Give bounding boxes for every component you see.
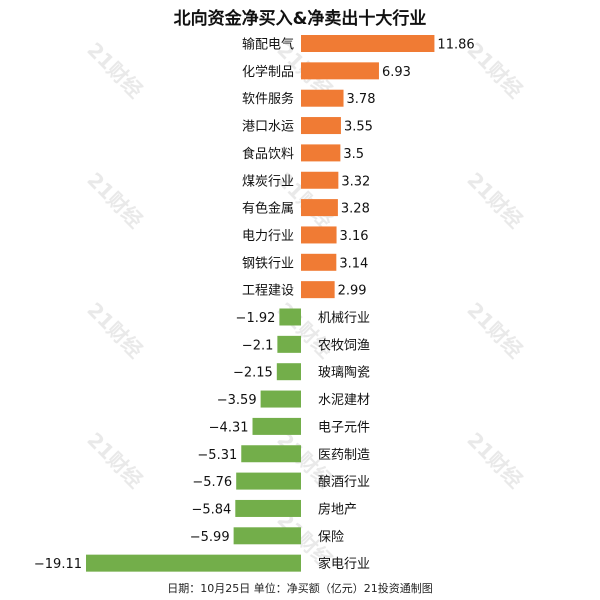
bar-19 [86,554,301,572]
bar-6 [301,199,338,217]
bar-8 [301,253,337,271]
bar-1 [301,62,379,80]
value-label-6: 3.28 [341,202,370,217]
bar-4 [301,144,341,162]
value-label-12: −2.15 [233,366,273,381]
bar-14 [252,417,301,435]
chart-title: 北向资金净买入&净卖出十大行业 [173,9,427,29]
value-label-7: 3.16 [340,229,369,244]
category-label-10: 机械行业 [318,311,370,326]
value-label-9: 2.99 [338,284,367,299]
category-label-17: 房地产 [318,501,357,517]
value-label-15: −5.31 [197,448,237,463]
category-label-18: 保险 [318,530,344,545]
category-label-5: 煤炭行业 [242,174,294,189]
bar-11 [277,335,301,353]
category-label-4: 食品饮料 [242,146,294,162]
value-label-5: 3.32 [341,174,370,189]
value-label-16: −5.76 [192,475,232,490]
watermark-11: 21财经 [462,428,527,493]
bar-12 [276,363,301,381]
bar-9 [301,281,335,299]
bar-10 [279,308,301,326]
bar-13 [260,390,301,408]
watermark-3: 21财经 [82,168,147,233]
bar-17 [235,499,301,517]
value-label-19: −19.11 [34,557,82,572]
category-label-7: 电力行业 [242,229,294,244]
category-label-3: 港口水运 [242,120,294,135]
chart-footnote: 日期：10月25日 单位：净买额（亿元）21投资通制图 [167,582,433,595]
category-label-11: 农牧饲渔 [318,338,370,353]
value-label-0: 11.86 [437,38,474,53]
bar-16 [236,472,301,490]
bar-7 [301,226,337,244]
bars-layer: 输配电气 11.86 化学制品 6.93 软件服务 3.78 港口水运 3.55 食品饮料 3.5… [34,35,475,572]
bar-18 [233,527,301,545]
watermark-6: 21财经 [82,298,147,363]
value-label-3: 3.55 [344,120,373,135]
category-label-12: 玻璃陶瓷 [318,365,370,381]
watermark-9: 21财经 [82,428,147,493]
bar-3 [301,117,341,135]
watermark-5: 21财经 [462,168,527,233]
category-label-15: 医药制造 [318,448,370,463]
value-label-18: −5.99 [190,530,230,545]
value-label-1: 6.93 [382,65,411,80]
value-label-17: −5.84 [191,502,231,517]
value-label-13: −3.59 [217,393,257,408]
value-label-10: −1.92 [236,311,276,326]
category-label-8: 钢铁行业 [242,256,294,271]
value-label-2: 3.78 [347,92,376,107]
category-label-16: 酿酒行业 [318,474,370,490]
category-label-14: 电子元件 [318,420,370,435]
value-label-14: −4.31 [209,420,249,435]
category-label-9: 工程建设 [242,284,294,299]
category-label-19: 家电行业 [318,556,370,572]
value-label-8: 3.14 [339,256,368,271]
value-label-11: −2.1 [242,338,274,353]
bar-0 [301,35,435,52]
bar-2 [301,89,344,107]
bar-15 [241,445,301,463]
category-label-0: 输配电气 [242,37,294,53]
bar-5 [301,171,339,189]
value-label-4: 3.5 [343,147,364,162]
category-label-13: 水泥建材 [318,393,370,408]
category-label-6: 有色金属 [242,201,294,217]
watermark-0: 21财经 [82,38,147,103]
watermark-8: 21财经 [462,298,527,363]
category-label-2: 软件服务 [242,91,294,107]
category-label-1: 化学制品 [242,64,294,80]
